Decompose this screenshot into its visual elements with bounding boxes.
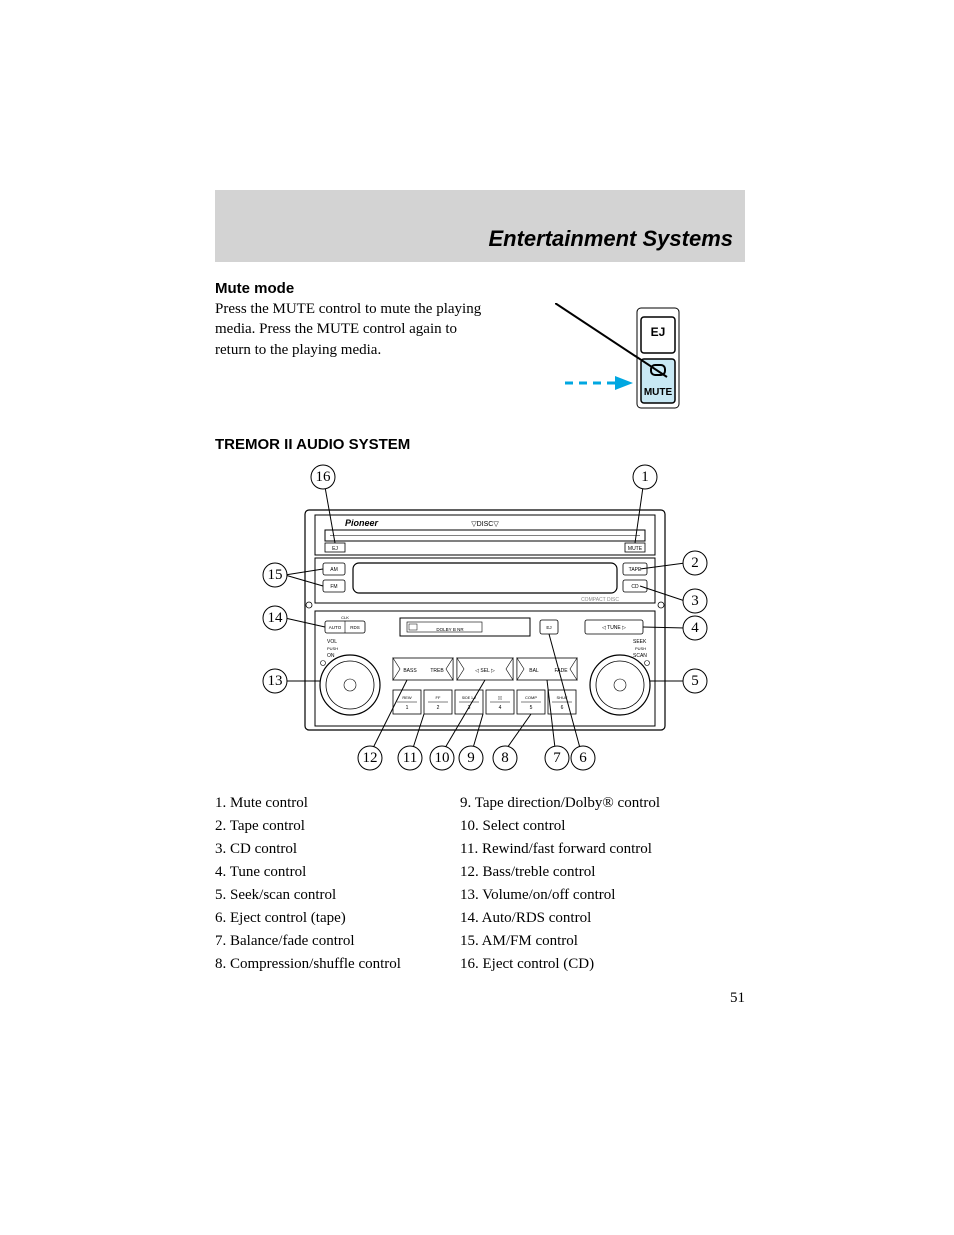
callout-5: 5 [691,673,699,689]
treb-label: TREB [430,668,444,674]
callout-6: 6 [579,750,587,766]
legend-item: 7. Balance/fade control [215,933,460,950]
screw-icon [306,602,312,608]
push-label: PUSH [327,646,338,651]
tape-label: TAPE [629,567,642,573]
ej-cd-label: EJ [332,546,338,552]
screw-icon [658,602,664,608]
callout-12: 12 [363,750,378,766]
bal-fade-button [517,658,577,680]
brand-label: Pioneer [345,518,379,528]
mute-svg: EJ MUTE [555,303,695,413]
bass-treb-button [393,658,453,680]
callout-3: 3 [691,593,699,609]
callout-7: 7 [553,750,561,766]
radio-diagram: Pioneer ▽DISC▽ EJ MUTE AM FM TAPE CD COM… [245,463,715,773]
legend-right-col: 9. Tape direction/Dolby® control 10. Sel… [460,795,705,979]
callout-1: 1 [641,469,649,485]
legend-item: 2. Tape control [215,818,460,835]
eject-tape-label: EJ [546,625,551,630]
rds-label: RDS [350,625,360,630]
sel-label: ◁ SEL ▷ [475,668,495,674]
mute-figure: EJ MUTE [555,303,695,418]
vol-label: VOL [327,639,337,645]
preset6-num: 6 [561,705,564,711]
compact-disc-icon: COMPACT DISC [581,597,619,603]
legend-item: 10. Select control [460,818,705,835]
fm-label: FM [330,584,337,590]
legend-item: 16. Eject control (CD) [460,956,705,973]
legend: 1. Mute control 2. Tape control 3. CD co… [215,795,745,979]
legend-item: 15. AM/FM control [460,933,705,950]
legend-item: 14. Auto/RDS control [460,910,705,927]
mute-label: MUTE [644,387,673,398]
callout-11: 11 [403,750,417,766]
am-label: AM [330,567,338,573]
screw-icon [321,661,326,666]
disc-label: ▽DISC▽ [471,521,499,528]
tremor-heading: TREMOR II AUDIO SYSTEM [215,436,745,453]
callout-15: 15 [268,567,283,583]
legend-item: 8. Compression/shuffle control [215,956,460,973]
mute-body: Press the MUTE control to mute the playi… [215,299,495,360]
legend-item: 11. Rewind/fast forward control [460,841,705,858]
preset1-num: 1 [406,705,409,711]
seek-label: SEEK [633,639,647,645]
bass-label: BASS [403,668,417,674]
page-content: Entertainment Systems Mute mode Press th… [215,190,745,979]
callout-4: 4 [691,620,699,636]
bal-label: BAL [529,668,539,674]
callout-9: 9 [467,750,475,766]
scan-label: SCAN [633,653,647,659]
legend-left-col: 1. Mute control 2. Tape control 3. CD co… [215,795,460,979]
preset2-top: FF [436,695,441,700]
cd-label: CD [631,584,639,590]
legend-item: 12. Bass/treble control [460,864,705,881]
preset5-top: COMP [525,695,537,700]
mute-cd-label: MUTE [628,546,643,552]
header-banner: Entertainment Systems [215,190,745,262]
preset5-num: 5 [530,705,533,711]
preset4-top: ▯▯ [498,695,502,700]
tune-label: ◁ TUNE ▷ [602,625,626,631]
auto-label: AUTO [329,625,342,630]
legend-item: 4. Tune control [215,864,460,881]
callout-16: 16 [316,469,332,485]
legend-item: 3. CD control [215,841,460,858]
push-label2: PUSH [635,646,646,651]
preset1-top: REW [402,695,412,700]
mute-row: Press the MUTE control to mute the playi… [215,299,745,418]
legend-item: 13. Volume/on/off control [460,887,705,904]
mute-heading: Mute mode [215,280,745,297]
on-label: ON [327,653,335,659]
callout-14: 14 [268,610,284,626]
dolby-label: DOLBY B NR [436,627,464,632]
arrow-icon [565,376,633,390]
legend-item: 5. Seek/scan control [215,887,460,904]
preset2-num: 2 [437,705,440,711]
page-number: 51 [730,990,745,1007]
legend-item: 6. Eject control (tape) [215,910,460,927]
clk-label: CLK [341,615,349,620]
lcd-display [353,563,617,593]
legend-item: 9. Tape direction/Dolby® control [460,795,705,812]
screw-icon [645,661,650,666]
fade-label: FADE [554,668,568,674]
header-title: Entertainment Systems [488,226,733,252]
callout-2: 2 [691,555,699,571]
callout-8: 8 [501,750,509,766]
preset4-num: 4 [499,705,502,711]
legend-item: 1. Mute control [215,795,460,812]
callout-10: 10 [435,750,450,766]
callout-13: 13 [268,673,283,689]
ej-label: EJ [651,325,666,339]
